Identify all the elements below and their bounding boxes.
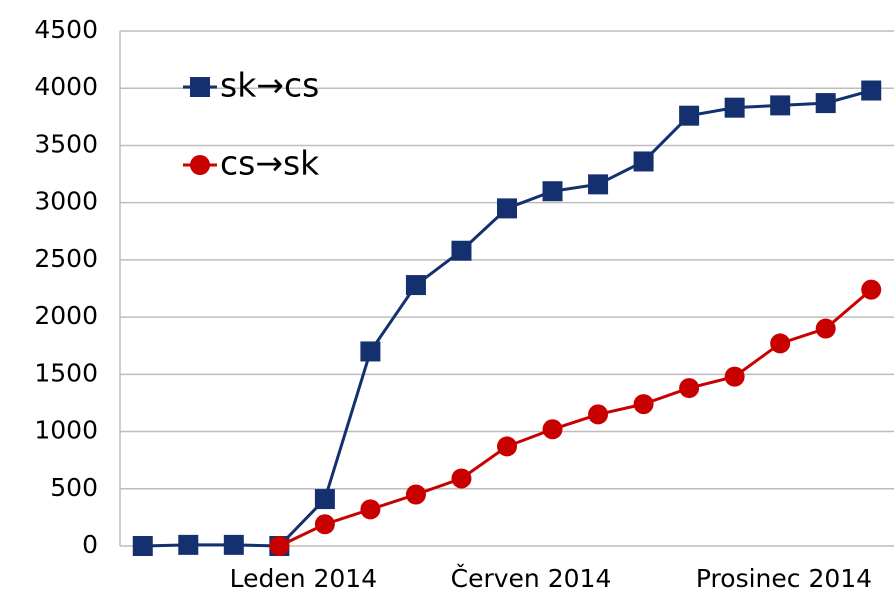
marker [679, 378, 700, 399]
y-tick-label: 0 [82, 530, 98, 559]
y-tick-label: 2500 [34, 244, 98, 273]
y-tick-label: 2000 [34, 301, 98, 330]
marker [633, 151, 654, 172]
marker [633, 394, 654, 415]
marker [405, 275, 426, 296]
marker [588, 404, 609, 425]
marker [314, 489, 335, 510]
marker [815, 93, 836, 114]
marker [724, 97, 745, 118]
legend-marker [190, 77, 210, 97]
marker [178, 534, 199, 555]
legend-label: sk→cs [220, 66, 319, 105]
marker [588, 174, 609, 195]
marker [770, 95, 791, 116]
marker [861, 279, 882, 300]
y-tick-label: 4000 [34, 72, 98, 101]
x-tick-label: Prosinec 2014 [696, 564, 872, 593]
marker [360, 499, 381, 520]
y-tick-label: 1000 [34, 416, 98, 445]
marker [360, 341, 381, 362]
y-tick-label: 500 [50, 473, 98, 502]
marker [542, 181, 563, 202]
marker [269, 536, 290, 556]
marker [815, 318, 836, 339]
legend-marker [190, 155, 210, 175]
x-tick-label: Leden 2014 [230, 564, 378, 593]
y-tick-label: 3000 [34, 187, 98, 216]
marker [497, 198, 517, 219]
marker [405, 484, 426, 505]
y-tick-label: 4500 [34, 15, 98, 44]
marker [451, 240, 472, 261]
marker [542, 419, 563, 440]
y-tick-label: 3500 [34, 129, 98, 158]
marker [724, 366, 745, 387]
marker [861, 80, 882, 101]
marker [679, 105, 700, 126]
marker [451, 468, 472, 489]
marker [770, 333, 791, 354]
y-tick-label: 1500 [34, 358, 98, 387]
marker [223, 534, 244, 555]
marker [314, 514, 335, 535]
marker [132, 536, 153, 556]
marker [497, 436, 517, 457]
legend-label: cs→sk [220, 144, 320, 183]
x-tick-label: Červen 2014 [451, 563, 612, 593]
